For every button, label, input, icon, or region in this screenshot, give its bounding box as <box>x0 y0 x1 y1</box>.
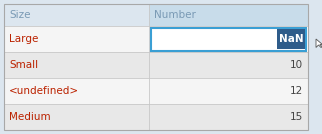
Bar <box>149 78 308 104</box>
Bar <box>149 52 308 78</box>
Text: 12: 12 <box>290 86 303 96</box>
Bar <box>4 52 149 78</box>
Text: <undefined>: <undefined> <box>9 86 79 96</box>
Text: Small: Small <box>9 60 38 70</box>
Text: 10: 10 <box>290 60 303 70</box>
Bar <box>151 27 307 51</box>
Bar <box>278 29 306 49</box>
Bar <box>149 4 308 26</box>
Bar <box>4 26 149 52</box>
Text: Medium: Medium <box>9 112 51 122</box>
Bar <box>4 78 149 104</box>
Text: Size: Size <box>9 10 31 20</box>
Polygon shape <box>316 39 322 47</box>
Bar <box>149 104 308 130</box>
Text: 15: 15 <box>290 112 303 122</box>
Text: Number: Number <box>154 10 196 20</box>
Text: Large: Large <box>9 34 38 44</box>
Bar <box>4 104 149 130</box>
Text: NaN: NaN <box>279 34 304 44</box>
Bar <box>4 4 149 26</box>
Bar <box>149 26 308 52</box>
